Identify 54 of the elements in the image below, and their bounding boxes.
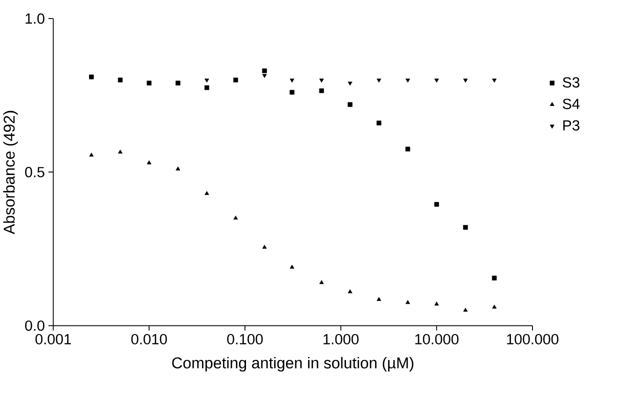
point bbox=[204, 78, 210, 83]
point bbox=[348, 82, 352, 86]
point bbox=[233, 78, 238, 82]
point bbox=[376, 78, 382, 83]
legend-label: P3 bbox=[563, 120, 580, 131]
point bbox=[463, 225, 468, 230]
point bbox=[434, 202, 439, 207]
point bbox=[204, 85, 210, 90]
point bbox=[262, 74, 267, 78]
point bbox=[492, 304, 497, 309]
point bbox=[204, 191, 210, 195]
point bbox=[176, 80, 180, 86]
point bbox=[492, 78, 497, 83]
y-tick-label: 1.0 bbox=[26, 13, 44, 24]
point bbox=[146, 80, 152, 86]
y-tick-label: 0.0 bbox=[25, 320, 44, 331]
y-axis-title: Absorbance (492) bbox=[3, 110, 18, 234]
point bbox=[146, 160, 152, 164]
point bbox=[176, 166, 180, 170]
legend-label: S3 bbox=[562, 77, 580, 88]
point bbox=[233, 216, 238, 220]
point bbox=[89, 74, 94, 80]
point bbox=[405, 146, 410, 152]
point bbox=[434, 302, 439, 306]
point bbox=[290, 78, 294, 83]
point bbox=[89, 152, 94, 157]
x-tick-label: 0.010 bbox=[131, 334, 167, 344]
x-tick-label: 10.000 bbox=[415, 334, 458, 344]
point bbox=[319, 78, 324, 83]
x-tick-label: 0.001 bbox=[35, 334, 71, 344]
point bbox=[262, 244, 267, 249]
point bbox=[348, 289, 352, 294]
point bbox=[262, 68, 267, 74]
point bbox=[348, 102, 352, 107]
x-tick-label: 100.000 bbox=[507, 334, 558, 344]
point bbox=[118, 78, 123, 82]
x-tick-label: 0.100 bbox=[227, 334, 263, 344]
point bbox=[376, 120, 382, 126]
x-tick-label: 1.000 bbox=[324, 334, 359, 344]
point bbox=[406, 78, 410, 83]
point bbox=[434, 78, 439, 83]
point bbox=[463, 308, 468, 312]
point bbox=[463, 78, 468, 83]
point bbox=[290, 90, 294, 95]
legend-label: S4 bbox=[562, 98, 580, 110]
point bbox=[290, 264, 294, 269]
point bbox=[319, 88, 324, 94]
x-axis-title: Competing antigen in solution (µM) bbox=[172, 356, 414, 372]
point bbox=[406, 300, 410, 304]
y-tick-label: 0.5 bbox=[25, 166, 44, 178]
point bbox=[118, 150, 122, 154]
point bbox=[319, 280, 324, 284]
point bbox=[492, 276, 497, 280]
point bbox=[376, 297, 382, 301]
